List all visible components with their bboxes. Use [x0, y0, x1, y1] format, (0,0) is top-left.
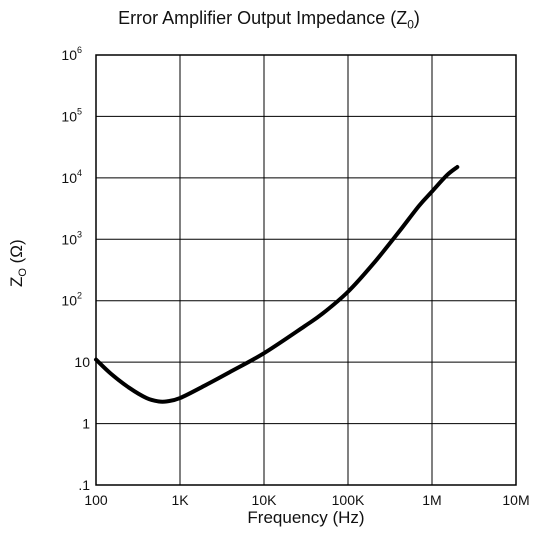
y-tick-label: 105 [61, 106, 82, 124]
y-tick-label: 104 [61, 168, 82, 186]
y-tick-label: 1 [82, 416, 90, 432]
y-tick-label: 10 [74, 354, 90, 370]
plot-frame [95, 54, 517, 486]
y-axis-label-end: (Ω) [6, 239, 26, 269]
y-axis-label-subscript: O [17, 268, 30, 277]
y-tick-label: 102 [61, 291, 82, 309]
x-axis-label: Frequency (Hz) [247, 508, 365, 527]
y-tick-label: 106 [61, 45, 82, 63]
y-axis-label: ZO (Ω) [7, 213, 29, 313]
x-tick-label: 1M [422, 492, 441, 508]
chart-title-text: Error Amplifier Output Impedance (Z [118, 8, 408, 28]
x-tick-label: 1K [171, 492, 189, 508]
chart-title-subscript: 0 [407, 17, 414, 32]
x-tick-label: 10M [502, 492, 529, 508]
impedance-curve [94, 165, 460, 404]
x-tick-label: 100 [84, 492, 108, 508]
y-axis-label-text: Z [6, 276, 26, 288]
x-tick-label: 100K [332, 492, 365, 508]
chart-title: Error Amplifier Output Impedance (Z0) [0, 8, 538, 32]
y-tick-label: .1 [78, 477, 90, 493]
y-tick-label: 103 [61, 229, 82, 247]
x-tick-label: 10K [252, 492, 278, 508]
chart-title-end: ) [413, 8, 420, 28]
